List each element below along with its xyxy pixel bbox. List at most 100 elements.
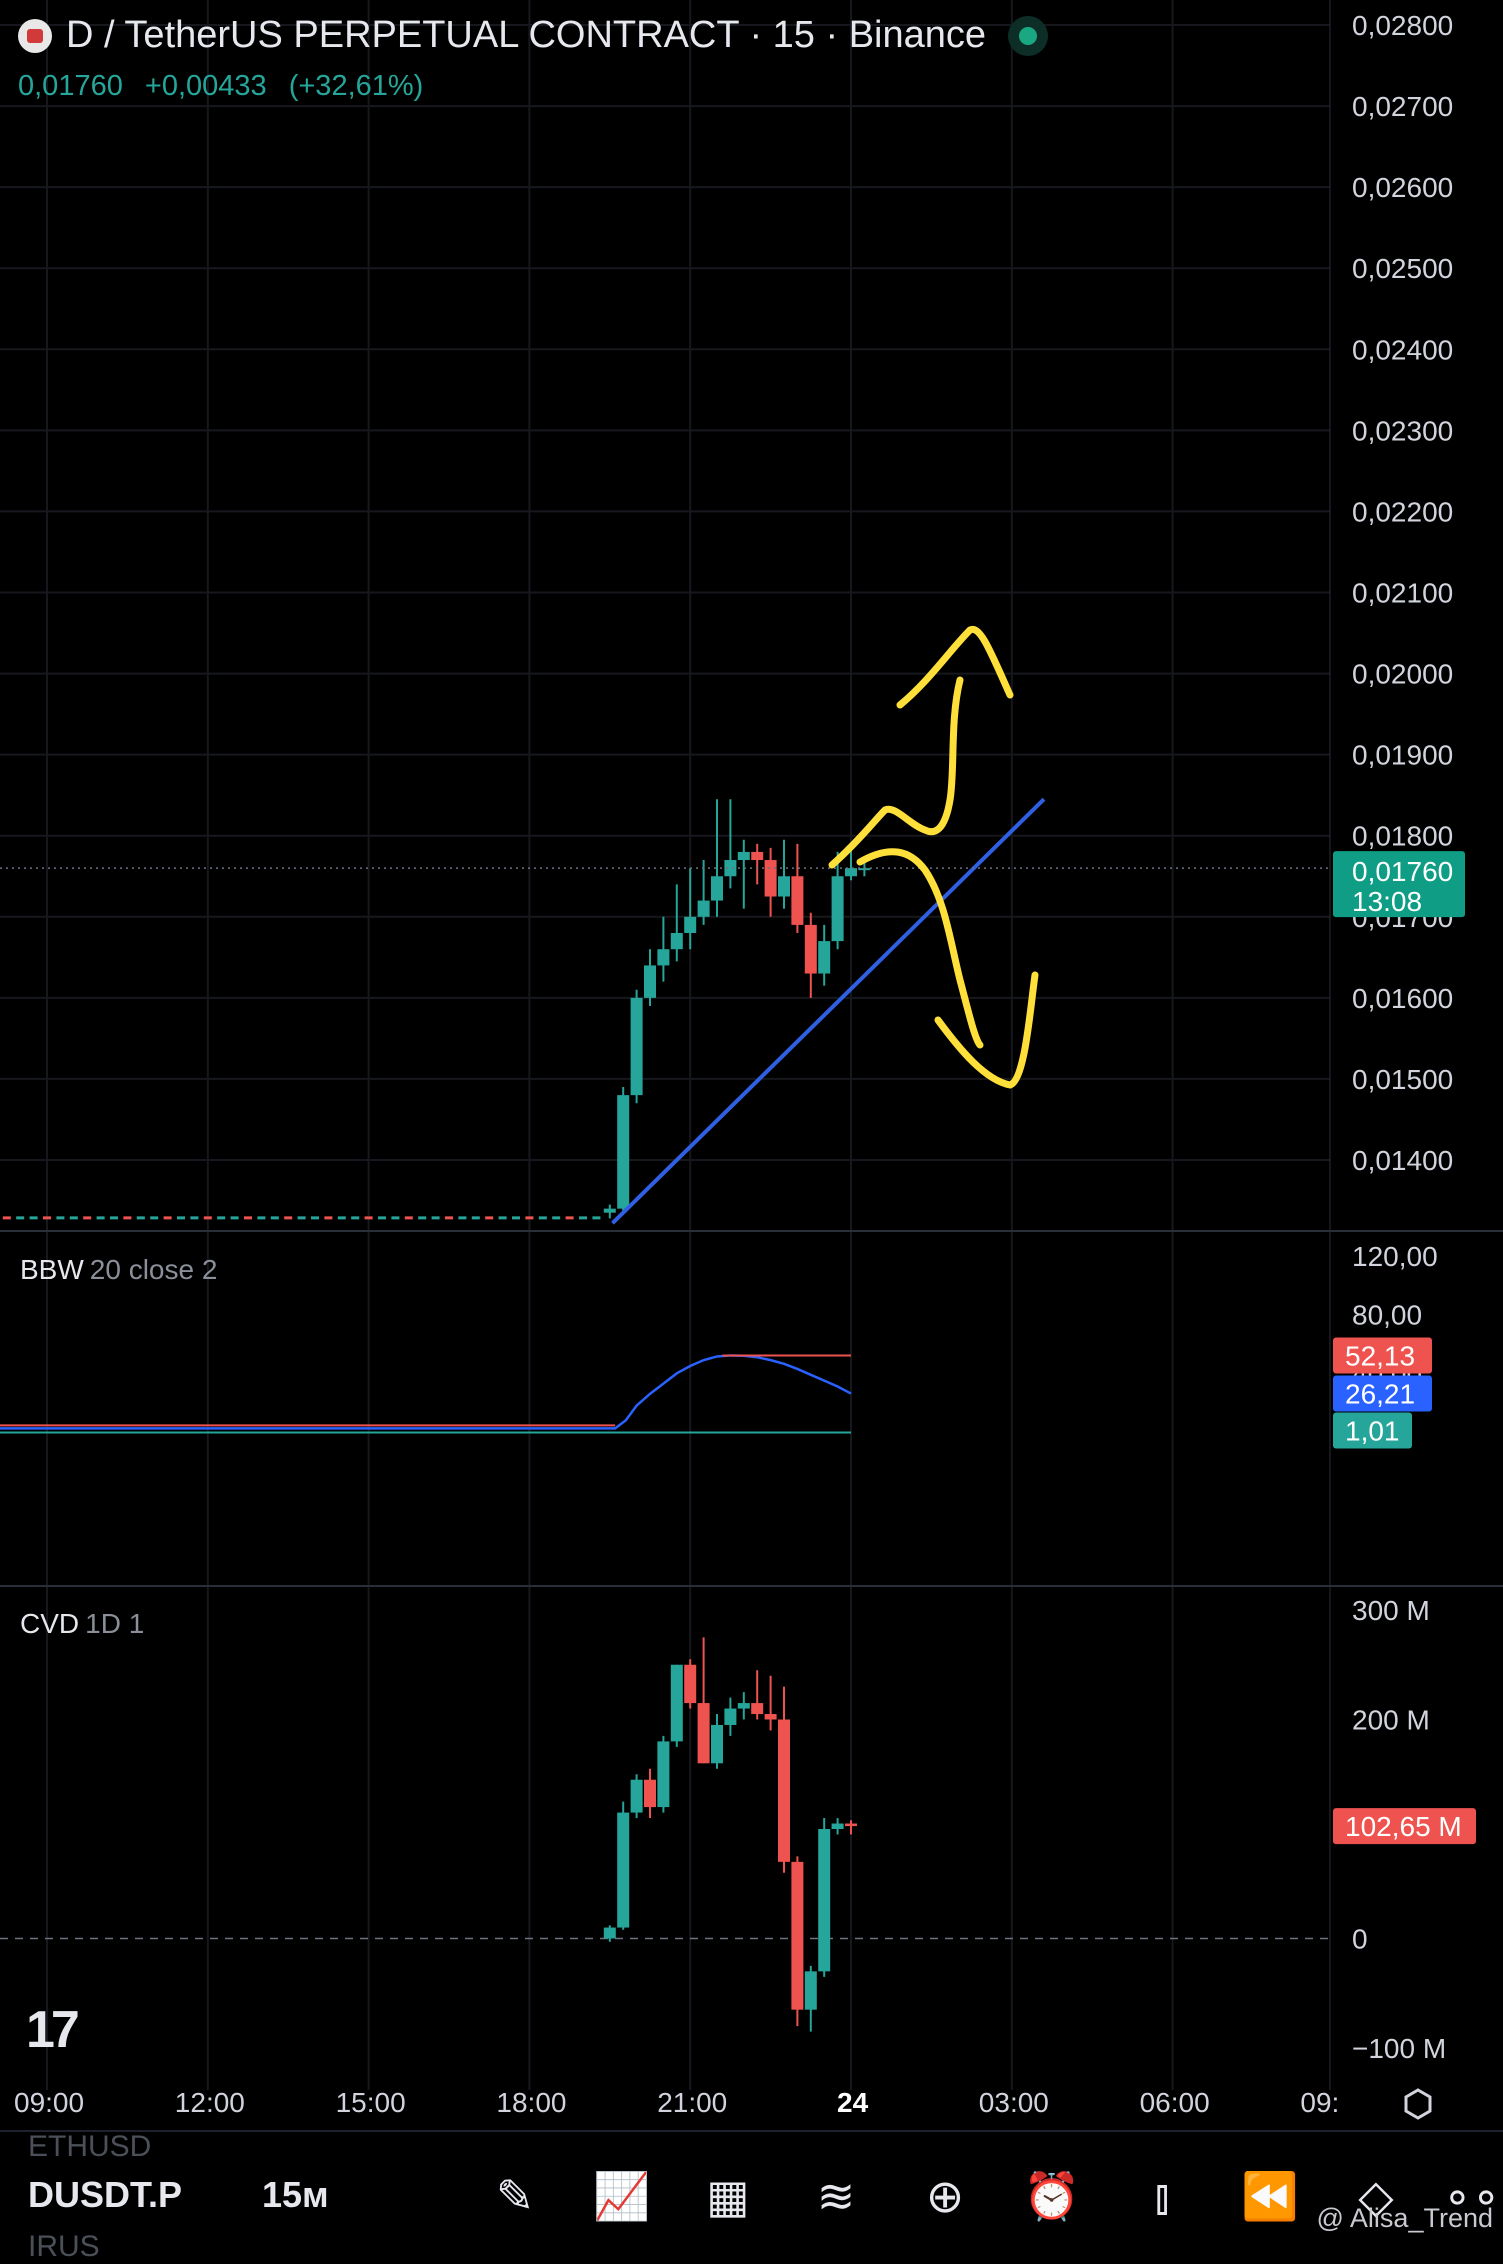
- cvd-candle: [724, 1708, 737, 1725]
- time-axis[interactable]: 09:00 12:00 15:00 18:00 21:00 24 03:00 06:00 09:: [14, 2087, 1432, 2120]
- candle: [858, 868, 871, 871]
- bbw-tick-label: 80,00: [1352, 1300, 1422, 1331]
- cvd-candle: [684, 1664, 697, 1704]
- cvd-params: 1D 1: [85, 1608, 145, 1639]
- candle: [592, 1216, 601, 1220]
- symbol-title: D / TetherUS PERPETUAL CONTRACT · 15 · B…: [66, 14, 987, 56]
- candle: [498, 1216, 507, 1220]
- candle: [791, 876, 804, 925]
- bbw-title: BBW: [20, 1254, 84, 1285]
- tradingview-logo: 17: [26, 2001, 80, 2059]
- price-tick-label: 0,01400: [1352, 1145, 1453, 1176]
- candle: [324, 1216, 333, 1220]
- candle: [630, 997, 643, 1096]
- candle: [644, 965, 656, 998]
- yellow-arrow-stroke: [828, 676, 964, 869]
- candle: [203, 1216, 212, 1220]
- cvd-candle: [845, 1823, 857, 1827]
- yellow-arrow-stroke: [856, 848, 984, 1049]
- candle: [538, 1216, 547, 1220]
- candle: [136, 1216, 145, 1220]
- candle: [711, 876, 723, 901]
- bbw-pane[interactable]: [0, 1354, 852, 1434]
- last-price-value: 0,01760: [1352, 856, 1453, 887]
- layout-grid-icon[interactable]: ▦: [706, 2170, 750, 2222]
- candle: [378, 1216, 386, 1220]
- candle: [69, 1216, 78, 1220]
- prev-symbol[interactable]: ETHUSD: [28, 2130, 152, 2163]
- chart-type-icon[interactable]: ≋: [816, 2170, 856, 2222]
- price-tick-label: 0,02500: [1352, 253, 1453, 284]
- cvd-candle: [764, 1714, 777, 1720]
- bbw-value-tag: [1333, 1412, 1412, 1449]
- bbw-value-tag: [1333, 1337, 1432, 1374]
- pencil-icon[interactable]: ✎: [495, 2170, 535, 2222]
- time-tick-label: 03:00: [979, 2087, 1049, 2118]
- candles-icon[interactable]: ⫾: [1154, 2170, 1170, 2222]
- cvd-candle: [804, 1971, 817, 2010]
- cvd-candle: [617, 1812, 630, 1928]
- price-pane[interactable]: [0, 797, 1330, 1225]
- candle: [565, 1216, 574, 1220]
- candle: [512, 1216, 520, 1220]
- cvd-legend[interactable]: CVD 1D 1: [20, 1608, 144, 1640]
- candle: [778, 876, 790, 897]
- candle: [418, 1216, 427, 1220]
- bbw-value-tag: [1333, 1375, 1432, 1412]
- candle: [552, 1216, 561, 1220]
- timeframe-button[interactable]: 15м: [262, 2174, 329, 2215]
- last-price: 0,01760: [18, 70, 123, 102]
- candle: [284, 1216, 293, 1220]
- candle: [617, 1095, 630, 1209]
- cvd-candle: [603, 1927, 616, 1939]
- candle: [29, 1216, 38, 1220]
- bbw-params: 20 close 2: [89, 1254, 218, 1285]
- alert-icon[interactable]: ⏰: [1023, 2170, 1081, 2222]
- candle: [110, 1216, 118, 1220]
- layers-icon[interactable]: ◇: [1358, 2170, 1394, 2222]
- candle: [163, 1216, 172, 1220]
- symbol-header[interactable]: D / TetherUS PERPETUAL CONTRACT · 15 · B…: [18, 14, 1049, 57]
- trend-line: [611, 797, 1046, 1225]
- cvd-value-tag: [1333, 1808, 1476, 1845]
- cvd-candle: [711, 1724, 723, 1764]
- bbw-tick-label: 120,00: [1352, 1241, 1438, 1272]
- bbw-value-label: 26,21: [1345, 1379, 1415, 1410]
- next-symbol[interactable]: IRUS: [28, 2230, 100, 2263]
- candle: [351, 1216, 360, 1220]
- add-icon[interactable]: ⊕: [925, 2170, 965, 2222]
- candle: [525, 1216, 534, 1220]
- market-status-icon[interactable]: [1008, 15, 1049, 56]
- symbol-button[interactable]: DUSDT.P: [28, 2174, 183, 2215]
- candle: [485, 1216, 494, 1220]
- time-tick-label: 15:00: [336, 2087, 406, 2118]
- cvd-value-label: 102,65 M: [1345, 1811, 1462, 1842]
- more-icon[interactable]: ∘∘: [1443, 2170, 1501, 2222]
- candle: [244, 1216, 252, 1220]
- cvd-candle: [778, 1719, 790, 1862]
- coin-logo-icon: [18, 18, 52, 53]
- candle: [270, 1216, 279, 1220]
- cvd-title: CVD: [20, 1608, 80, 1639]
- price-tick-label: 0,02800: [1352, 10, 1453, 41]
- cvd-candle: [818, 1829, 831, 1972]
- price-axis[interactable]: 0,02800 0,02700 0,02600 0,02500 0,02400 0,023…: [1333, 10, 1476, 2064]
- settings-hex-icon[interactable]: [1404, 2088, 1432, 2120]
- candle: [458, 1216, 467, 1220]
- price-tick-label: 0,01500: [1352, 1064, 1453, 1095]
- price-tick-label: 0,01600: [1352, 983, 1453, 1014]
- cvd-candle: [791, 1861, 804, 2010]
- rewind-icon[interactable]: ⏪: [1241, 2170, 1299, 2222]
- candle: [445, 1216, 453, 1220]
- cvd-candle: [751, 1703, 764, 1715]
- bbw-legend[interactable]: BBW 20 close 2: [20, 1254, 217, 1286]
- cvd-candle: [657, 1741, 670, 1808]
- price-tick-label: 0,02600: [1352, 172, 1453, 203]
- cvd-candle: [644, 1779, 656, 1808]
- cvd-pane[interactable]: [0, 1637, 1330, 2032]
- candle: [404, 1216, 413, 1220]
- indicators-icon[interactable]: 📈: [593, 2170, 651, 2222]
- candle: [724, 860, 737, 877]
- yellow-arrow-stroke: [934, 971, 1039, 1089]
